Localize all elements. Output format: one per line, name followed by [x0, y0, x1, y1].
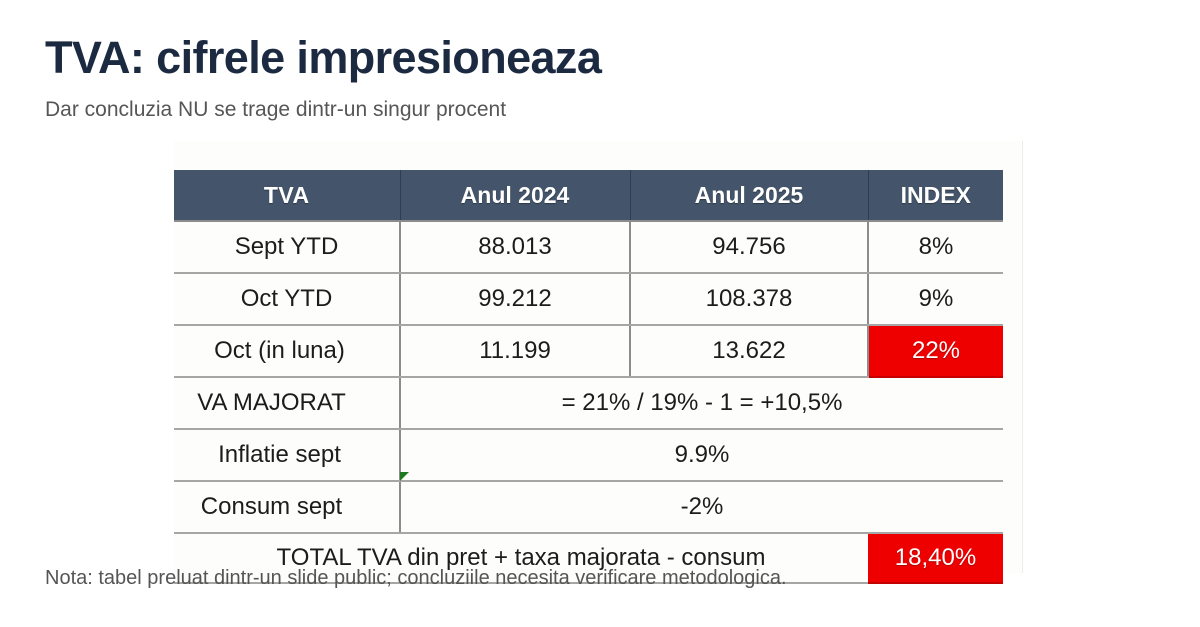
page-subtitle: Dar concluzia NU se trage dintr-un singu…: [45, 98, 507, 121]
row-label-sept-ytd: Sept YTD: [174, 220, 401, 274]
slide-image-panel: TVA Anul 2024 Anul 2025 INDEX Sept YTD 8…: [174, 141, 1023, 584]
column-header-tva: TVA: [174, 170, 401, 221]
row-label-oct-ytd: Oct YTD: [174, 273, 401, 326]
column-header-anul-2024: Anul 2024: [400, 170, 631, 221]
footnote: Nota: tabel preluat dintr-un slide publi…: [45, 567, 787, 589]
row-label-consum-sept: Consum sept: [174, 481, 401, 534]
page-title: TVA: cifrele impresioneaza: [45, 32, 602, 83]
cell-oct-ytd-2024: 99.212: [400, 273, 631, 326]
row-label-tva-majorat: VA MAJORAT: [174, 377, 401, 430]
cell-oct-luna-2024: 11.199: [400, 325, 631, 378]
cell-consum-sept-value: -2%: [400, 481, 1003, 534]
column-header-index: INDEX: [868, 170, 1003, 221]
cell-oct-ytd-2025: 108.378: [630, 273, 869, 326]
table-row: Inflatie sept 9.9%: [174, 429, 1003, 482]
cell-sept-ytd-index: 8%: [868, 220, 1003, 274]
cell-oct-luna-2025: 13.622: [630, 325, 869, 378]
column-header-anul-2025: Anul 2025: [630, 170, 869, 221]
cell-inflatie-sept-value: 9.9%: [400, 429, 1003, 482]
cell-tva-majorat-formula: = 21% / 19% - 1 = +10,5%: [400, 377, 1003, 430]
table-row: Oct YTD 99.212 108.378 9%: [174, 273, 1003, 326]
table-total-row: TOTAL TVA din pret + taxa majorata - con…: [174, 532, 1003, 584]
table-row: Consum sept -2%: [174, 481, 1003, 534]
table-row: VA MAJORAT = 21% / 19% - 1 = +10,5%: [174, 377, 1003, 430]
row-label-inflatie-sept: Inflatie sept: [174, 429, 401, 482]
table-row: Oct (in luna) 11.199 13.622 22%: [174, 325, 1003, 378]
row-label-oct-in-luna: Oct (in luna): [174, 325, 401, 378]
cell-sept-ytd-2025: 94.756: [630, 220, 869, 274]
total-value-highlight: 18,40%: [868, 532, 1003, 584]
table-header-row: TVA Anul 2024 Anul 2025 INDEX: [174, 170, 1003, 221]
table-row: Sept YTD 88.013 94.756 8%: [174, 220, 1003, 274]
cell-oct-ytd-index: 9%: [868, 273, 1003, 326]
total-label: TOTAL TVA din pret + taxa majorata - con…: [174, 532, 868, 584]
tva-table: TVA Anul 2024 Anul 2025 INDEX Sept YTD 8…: [174, 170, 1003, 584]
cell-sept-ytd-2024: 88.013: [400, 220, 631, 274]
cell-oct-luna-index-highlight: 22%: [868, 325, 1003, 378]
